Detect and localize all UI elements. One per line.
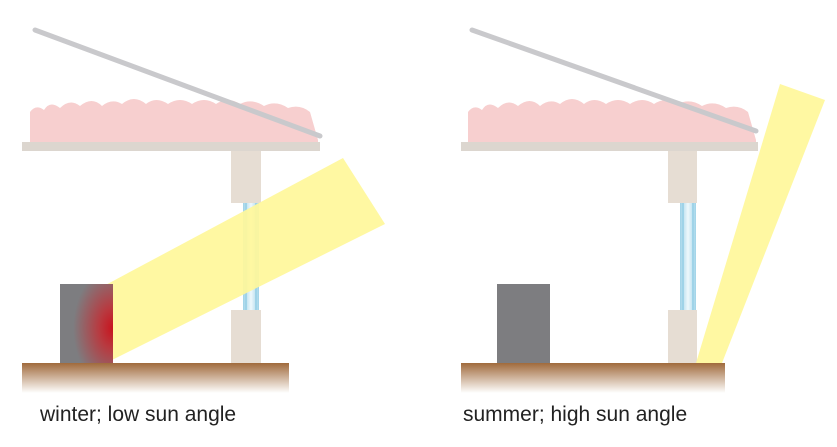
sunbeam-low-angle xyxy=(100,158,385,360)
roof xyxy=(32,27,323,139)
wall-upper xyxy=(231,151,261,203)
roof xyxy=(469,27,759,134)
insulation xyxy=(468,99,756,148)
wall-lower xyxy=(668,310,697,363)
floor xyxy=(461,363,725,393)
thermal-mass xyxy=(497,284,550,364)
sunbeam-high-angle xyxy=(696,84,825,363)
thermal-mass-heated xyxy=(60,284,113,364)
caption-summer: summer; high sun angle xyxy=(463,403,688,426)
insulation xyxy=(30,99,318,148)
summer-panel xyxy=(461,27,825,393)
ceiling xyxy=(22,142,320,151)
winter-panel xyxy=(22,27,385,393)
floor xyxy=(22,363,289,393)
wall-lower xyxy=(231,310,261,363)
wall-upper xyxy=(668,151,697,203)
caption-winter: winter; low sun angle xyxy=(40,403,237,426)
ceiling xyxy=(461,142,758,151)
